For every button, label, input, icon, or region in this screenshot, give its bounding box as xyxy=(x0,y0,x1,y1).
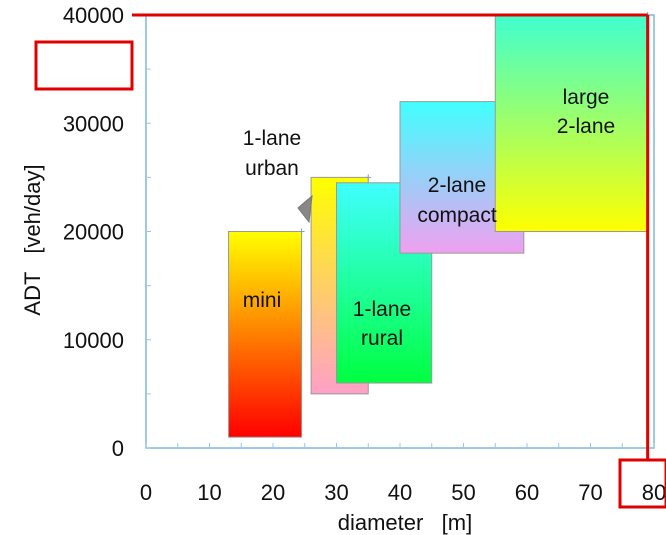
region-label-compact-0: 2-lane xyxy=(428,174,486,197)
x-tick-label: 0 xyxy=(140,480,152,505)
y-axis-label: ADT [veh/day] xyxy=(20,164,45,315)
y-tick-label: 10000 xyxy=(63,328,124,353)
region-label-compact-1: compact xyxy=(417,204,497,227)
y-tick-label: 40000 xyxy=(63,3,124,28)
region-label-large-1: 2-lane xyxy=(557,115,615,138)
y-tick-label: 30000 xyxy=(63,111,124,136)
region-label-rural-1: rural xyxy=(361,327,403,350)
highlight-box-y xyxy=(34,40,134,91)
x-tick-label: 70 xyxy=(578,480,602,505)
region-mini xyxy=(228,231,303,438)
region-label-urban-0: 1-lane xyxy=(243,127,301,150)
x-tick-label: 20 xyxy=(261,480,285,505)
region-label-urban-1: urban xyxy=(245,157,299,180)
x-tick-label: 80 xyxy=(642,480,666,505)
region-label-rural-0: 1-lane xyxy=(353,298,411,321)
minor-ticks xyxy=(145,14,655,449)
y-tick-label: 0 xyxy=(112,436,124,461)
region-large xyxy=(494,14,649,232)
highlight-box-x xyxy=(618,458,666,509)
region-label-mini-0: mini xyxy=(243,289,282,312)
y-tick-label: 20000 xyxy=(63,220,124,245)
region-label-large-0: large xyxy=(563,86,610,109)
x-tick-label: 60 xyxy=(515,480,539,505)
x-tick-label: 10 xyxy=(197,480,221,505)
x-axis-label: diameter [m] xyxy=(338,510,472,535)
x-tick-label: 30 xyxy=(324,480,348,505)
urban-arrow xyxy=(297,194,313,224)
x-tick-label: 50 xyxy=(451,480,475,505)
x-tick-label: 40 xyxy=(388,480,412,505)
